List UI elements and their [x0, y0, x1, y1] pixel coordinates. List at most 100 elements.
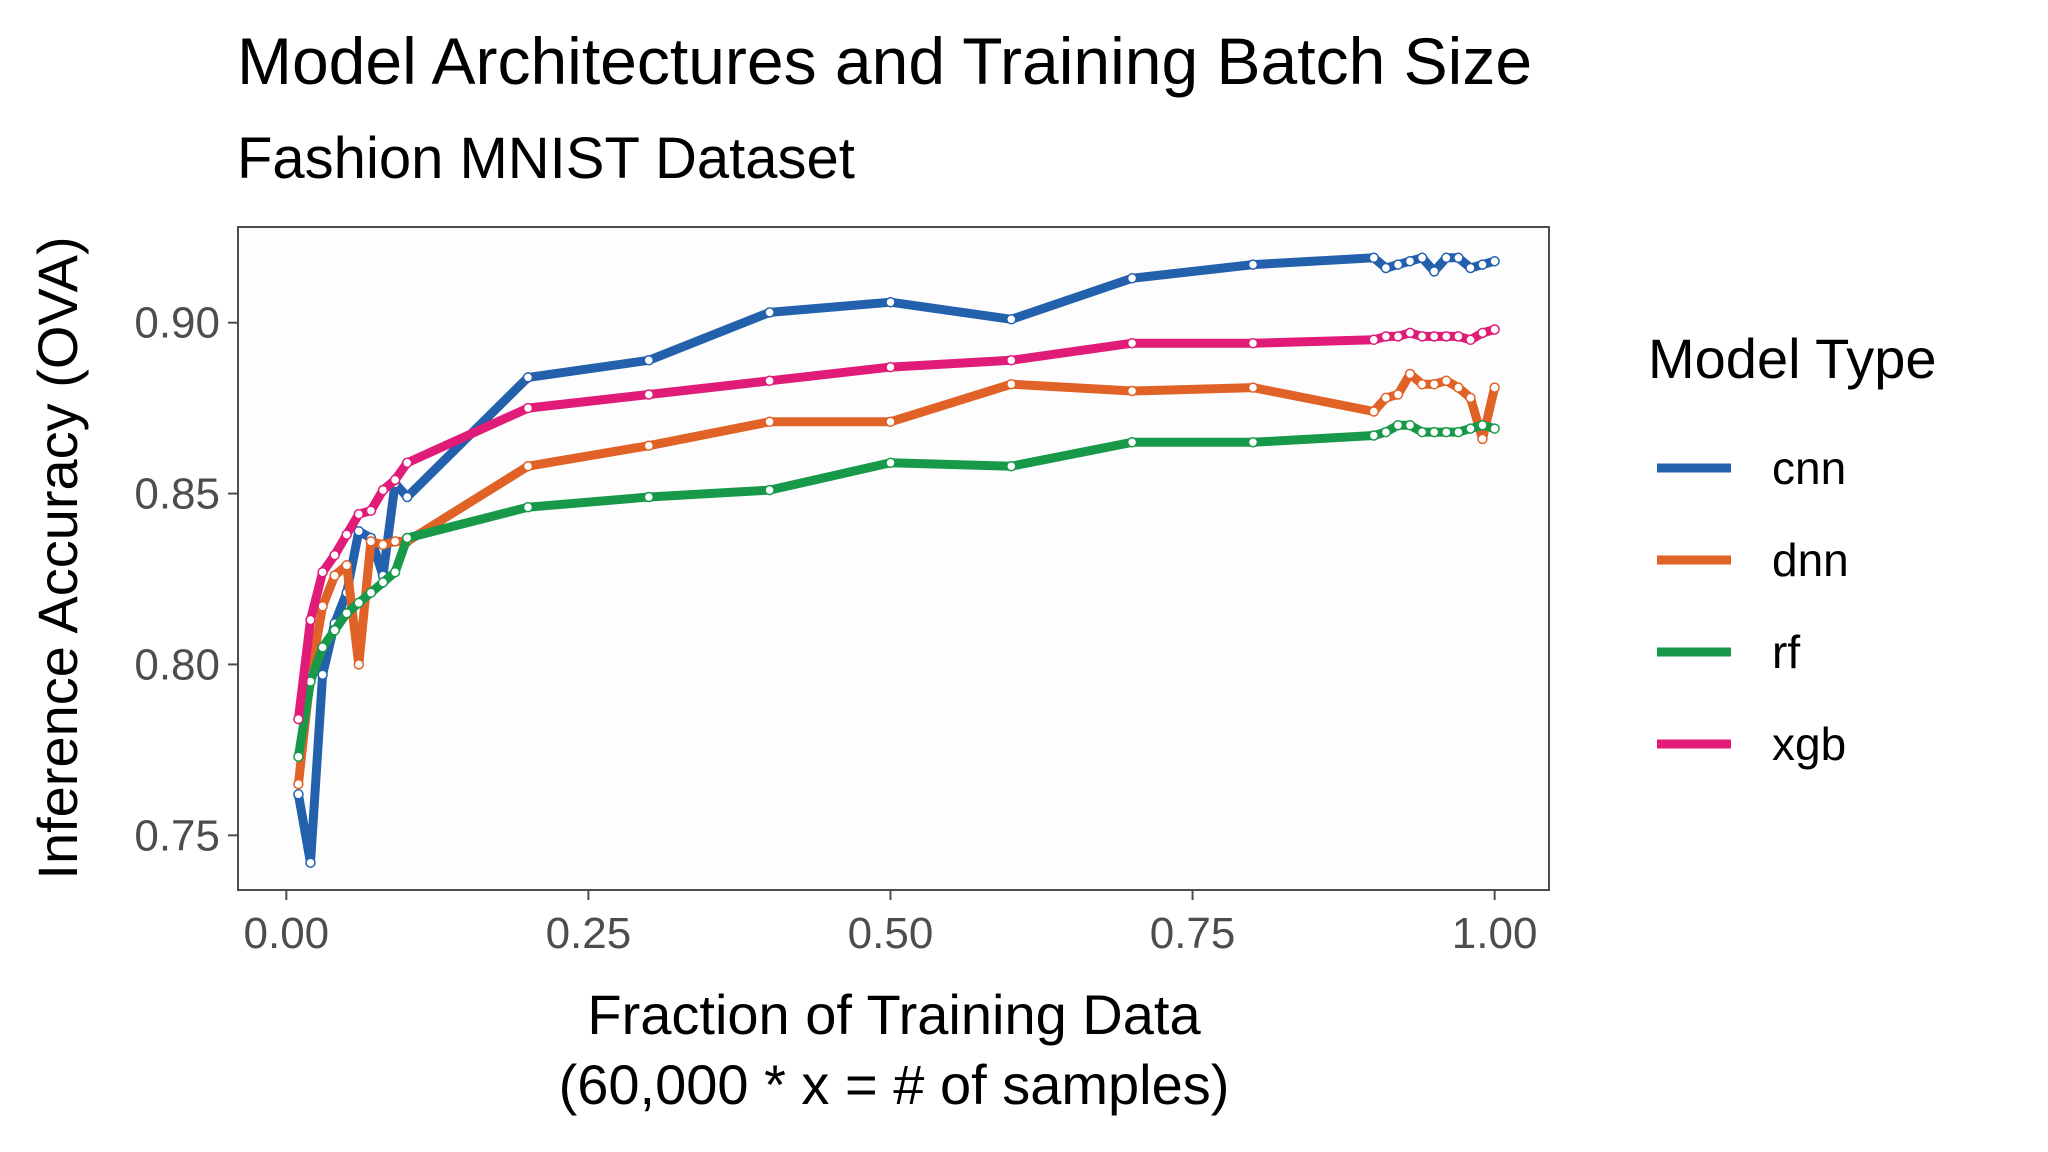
- xgb-point: [1006, 355, 1017, 366]
- series-rf: [293, 419, 1500, 762]
- dnn-point: [885, 416, 896, 428]
- xgb-point: [1368, 334, 1380, 346]
- dnn-point: [1126, 385, 1138, 397]
- chart-subtitle: Fashion MNIST Dataset: [237, 126, 855, 191]
- y-tick-label: 0.80: [134, 640, 220, 689]
- cnn-point: [643, 355, 655, 366]
- cnn-point: [1453, 252, 1464, 264]
- rf-point: [329, 625, 340, 636]
- rf-point: [1416, 426, 1428, 438]
- xgb-line: [293, 325, 1500, 724]
- cnn-point: [1006, 314, 1017, 325]
- rf-point: [353, 597, 365, 609]
- cnn-point: [305, 857, 316, 868]
- dnn-point: [1404, 368, 1416, 380]
- cnn-point: [885, 296, 896, 308]
- legend-label-cnn: cnn: [1772, 442, 1846, 494]
- rf-point: [1441, 426, 1452, 438]
- y-tick-label: 0.90: [134, 299, 220, 348]
- dnn-point: [1489, 382, 1500, 393]
- rf-point: [317, 642, 328, 653]
- xgb-point: [1392, 331, 1404, 342]
- xgb-point: [1126, 337, 1138, 349]
- xgb-point: [317, 566, 328, 578]
- rf-point: [764, 484, 775, 496]
- dnn-point: [1477, 433, 1488, 445]
- y-tick-label: 0.75: [134, 811, 220, 860]
- series-layer: [293, 252, 1500, 868]
- dnn-line: [293, 369, 1500, 789]
- dnn-point: [1368, 406, 1380, 417]
- xgb-point: [643, 389, 655, 400]
- y-axis: 0.75 0.80 0.85 0.90: [134, 299, 238, 860]
- plot-panel: [237, 226, 1550, 891]
- dnn-point: [377, 539, 389, 551]
- xgb-point: [1380, 331, 1392, 342]
- xgb-point: [1489, 324, 1500, 335]
- dnn-point: [1465, 392, 1476, 404]
- xgb-point: [1441, 331, 1452, 342]
- dnn-point: [329, 570, 340, 581]
- rf-point: [1368, 430, 1380, 441]
- legend: cnn dnn rf xgb: [1657, 442, 1849, 770]
- cnn-point: [353, 525, 365, 537]
- rf-point: [522, 501, 534, 513]
- rf-point: [1126, 437, 1138, 448]
- xgb-point: [389, 474, 401, 486]
- legend-title: Model Type: [1648, 327, 1936, 390]
- dnn-point: [764, 416, 775, 428]
- rf-point: [401, 532, 413, 544]
- xgb-point: [293, 713, 304, 725]
- y-tick-label: 0.85: [134, 470, 220, 519]
- xgb-point: [1428, 331, 1440, 342]
- dnn-point: [365, 536, 377, 547]
- rf-point: [377, 577, 389, 588]
- dnn-point: [1006, 378, 1017, 390]
- series-dnn: [293, 368, 1500, 790]
- rf-point: [1465, 423, 1476, 434]
- rf-point: [885, 457, 896, 469]
- x-axis: 0.00 0.25 0.50 0.75 1.00: [244, 890, 1537, 958]
- cnn-point: [1404, 255, 1416, 267]
- xgb-point: [1465, 334, 1476, 346]
- legend-item-dnn: dnn: [1657, 534, 1849, 586]
- rf-point: [1392, 419, 1404, 431]
- cnn-point: [1368, 252, 1380, 264]
- dnn-point: [389, 536, 401, 547]
- cnn-point: [1465, 262, 1476, 274]
- xgb-point: [764, 375, 775, 387]
- rf-point: [1428, 426, 1440, 438]
- cnn-point: [1489, 255, 1500, 267]
- rf-point: [341, 607, 352, 619]
- xgb-point: [1453, 331, 1464, 342]
- rf-point: [1006, 460, 1017, 472]
- dnn-point: [317, 601, 328, 612]
- cnn-point: [1380, 262, 1392, 274]
- legend-item-cnn: cnn: [1657, 442, 1846, 494]
- xgb-point: [401, 457, 413, 469]
- x-axis-label-line2: (60,000 * x = # of samples): [559, 1053, 1230, 1116]
- cnn-point: [1126, 273, 1138, 284]
- rf-point: [365, 587, 377, 598]
- legend-item-rf: rf: [1657, 626, 1800, 678]
- rf-line: [293, 420, 1500, 762]
- x-tick-label: 0.75: [1150, 909, 1236, 958]
- xgb-point: [305, 614, 316, 626]
- xgb-point: [377, 484, 389, 496]
- dnn-point: [1380, 392, 1392, 404]
- cnn-point: [293, 789, 304, 800]
- xgb-point: [329, 549, 340, 561]
- rf-point: [643, 491, 655, 503]
- dnn-point: [1441, 375, 1452, 387]
- rf-point: [1247, 437, 1259, 448]
- rf-point: [1380, 426, 1392, 438]
- dnn-point: [293, 778, 304, 790]
- legend-label-xgb: xgb: [1772, 718, 1846, 770]
- cnn-point: [1428, 266, 1440, 277]
- y-axis-label: Inference Accuracy (OVA): [26, 236, 89, 879]
- cnn-point: [1416, 252, 1428, 264]
- rf-point: [1477, 419, 1488, 431]
- dnn-point: [1416, 378, 1428, 390]
- xgb-point: [365, 505, 377, 516]
- x-axis-label: Fraction of Training Data: [587, 983, 1201, 1046]
